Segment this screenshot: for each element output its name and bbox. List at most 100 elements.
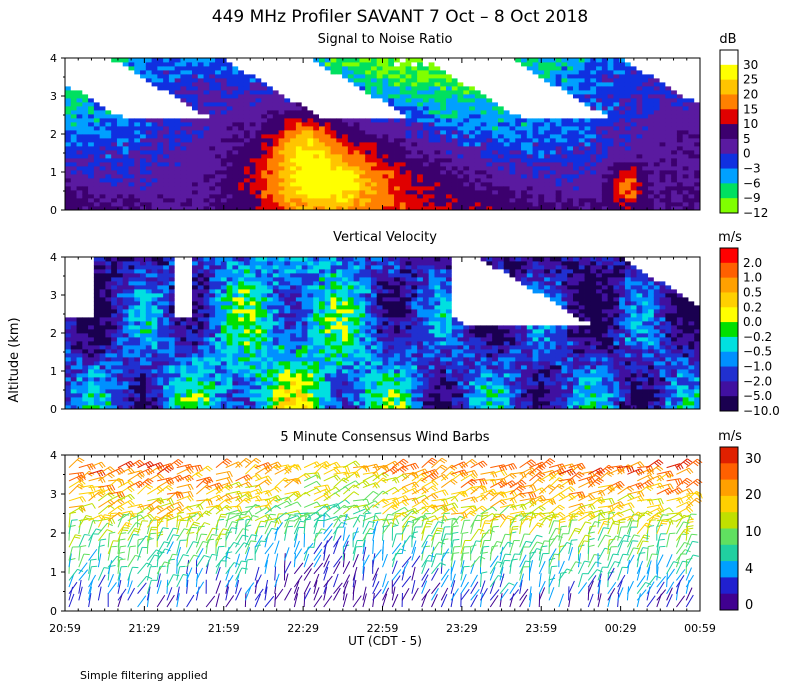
velocity-cell xyxy=(128,313,135,318)
snr-cell xyxy=(243,82,251,87)
snr-cell xyxy=(422,146,430,151)
snr-cell xyxy=(417,102,424,107)
snr-cell xyxy=(590,134,597,139)
velocity-cell xyxy=(151,277,158,282)
snr-cell xyxy=(336,178,343,183)
velocity-cell xyxy=(93,369,101,374)
snr-cell xyxy=(238,154,245,159)
snr-cell xyxy=(630,138,637,143)
snr-cell xyxy=(209,118,216,123)
snr-cell xyxy=(451,182,458,187)
snr-cell xyxy=(434,86,441,91)
snr-cell xyxy=(399,58,406,63)
snr-cell xyxy=(65,190,72,195)
snr-cell xyxy=(440,70,447,75)
snr-cell xyxy=(653,74,660,79)
snr-cell xyxy=(122,146,129,151)
snr-cell xyxy=(555,154,562,159)
snr-cell xyxy=(549,130,557,135)
snr-cell xyxy=(544,158,551,163)
snr-cell xyxy=(532,130,539,135)
snr-cell xyxy=(105,142,112,147)
snr-cell xyxy=(272,106,279,111)
snr-cell xyxy=(76,182,83,187)
snr-cell xyxy=(116,170,124,175)
snr-cell xyxy=(336,154,343,159)
velocity-cell xyxy=(134,353,141,358)
snr-cell xyxy=(168,86,176,91)
snr-cell xyxy=(220,110,228,115)
snr-cell xyxy=(336,174,343,179)
velocity-cell xyxy=(99,293,106,298)
snr-cell xyxy=(226,154,233,159)
snr-cell xyxy=(648,182,655,187)
snr-cell xyxy=(140,150,147,155)
snr-cell xyxy=(451,90,458,95)
snr-cell xyxy=(116,62,124,67)
snr-cell xyxy=(578,82,585,87)
snr-cell xyxy=(497,202,505,207)
snr-cell xyxy=(376,114,383,119)
snr-cell xyxy=(422,122,430,127)
snr-cell xyxy=(70,146,77,151)
snr-cell xyxy=(434,134,441,139)
snr-cell xyxy=(544,126,551,131)
snr-cell xyxy=(434,182,441,187)
snr-cell xyxy=(648,170,655,175)
snr-cell xyxy=(544,98,551,103)
velocity-cell xyxy=(128,381,135,386)
snr-cell xyxy=(538,138,545,143)
snr-cell xyxy=(128,134,135,139)
velocity-cell xyxy=(111,309,118,314)
velocity-cell xyxy=(116,289,124,294)
snr-cell xyxy=(365,98,372,103)
snr-cell xyxy=(278,126,285,131)
snr-cell xyxy=(255,58,262,63)
snr-cell xyxy=(370,162,378,167)
snr-cell xyxy=(319,190,326,195)
snr-cell xyxy=(116,122,124,127)
snr-cell xyxy=(446,158,453,163)
snr-cell xyxy=(544,94,551,99)
velocity-cell xyxy=(88,297,95,302)
velocity-cell xyxy=(134,397,141,402)
snr-cell xyxy=(157,106,164,111)
velocity-cell xyxy=(116,377,124,382)
snr-cell xyxy=(76,70,83,75)
snr-cell xyxy=(134,58,141,63)
snr-cell xyxy=(590,202,597,207)
snr-cell xyxy=(215,78,222,83)
velocity-cell xyxy=(105,321,112,326)
snr-cell xyxy=(642,206,649,211)
snr-cell xyxy=(122,74,129,79)
snr-cell xyxy=(480,106,487,111)
snr-cell xyxy=(145,142,152,147)
snr-cell xyxy=(590,142,597,147)
snr-cell xyxy=(359,110,366,115)
snr-cell xyxy=(88,110,95,115)
snr-cell xyxy=(636,182,643,187)
snr-cell xyxy=(659,178,666,183)
velocity-cell xyxy=(111,353,118,358)
snr-cell xyxy=(648,62,655,67)
snr-cell xyxy=(278,70,285,75)
snr-cell xyxy=(319,66,326,71)
snr-cell xyxy=(116,82,124,87)
snr-cell xyxy=(532,154,539,159)
velocity-cell xyxy=(93,273,101,278)
snr-cell xyxy=(82,142,89,147)
velocity-cell xyxy=(134,277,141,282)
snr-cell xyxy=(111,154,118,159)
snr-cell xyxy=(238,74,245,79)
snr-cell xyxy=(105,194,112,199)
velocity-cell xyxy=(99,353,106,358)
snr-cell xyxy=(446,126,453,131)
snr-cell xyxy=(209,182,216,187)
snr-cell xyxy=(636,126,643,131)
velocity-cell xyxy=(82,337,89,342)
snr-cell xyxy=(203,194,210,199)
velocity-cell xyxy=(76,281,83,286)
velocity-cell xyxy=(70,269,77,274)
snr-cell xyxy=(376,66,383,71)
